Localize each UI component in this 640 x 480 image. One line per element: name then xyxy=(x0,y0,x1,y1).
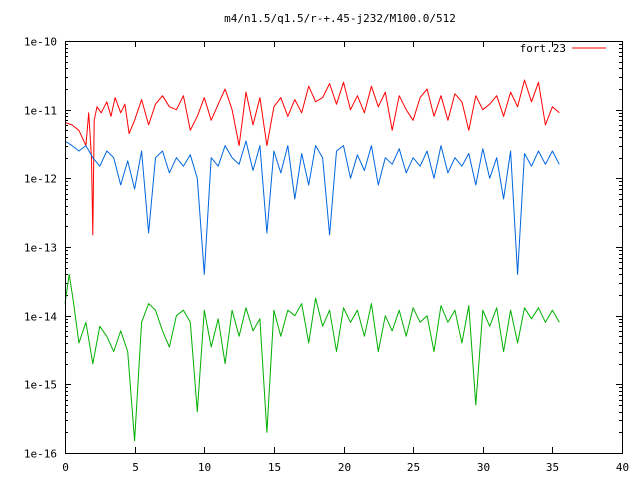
x-tick-label: 20 xyxy=(338,461,351,474)
x-tick-label: 25 xyxy=(407,461,420,474)
y-tick-label: 1e-12 xyxy=(24,173,57,186)
x-tick-label: 30 xyxy=(477,461,490,474)
x-tick-label: 5 xyxy=(132,461,139,474)
x-tick-label: 35 xyxy=(546,461,559,474)
chart-title: m4/n1.5/q1.5/r-+.45-j232/M100.0/512 xyxy=(224,12,456,25)
series-line-1 xyxy=(64,140,560,275)
legend-entry-label: fort.23 xyxy=(520,42,566,55)
y-tick-label: 1e-10 xyxy=(24,36,57,49)
series-line-0 xyxy=(64,79,560,236)
y-tick-label: 1e-16 xyxy=(24,448,57,461)
y-tick-label: 1e-14 xyxy=(24,311,57,324)
legend: fort.23 xyxy=(520,42,606,55)
series-layer xyxy=(64,79,560,442)
x-tick-label: 0 xyxy=(62,461,69,474)
series-line-2 xyxy=(64,273,560,442)
x-tick-label: 40 xyxy=(616,461,629,474)
x-tick-label: 15 xyxy=(268,461,281,474)
y-tick-label: 1e-11 xyxy=(24,105,57,118)
x-tick-label: 10 xyxy=(198,461,211,474)
y-tick-label: 1e-13 xyxy=(24,242,57,255)
plot-frame xyxy=(65,41,623,454)
y-tick-label: 1e-15 xyxy=(24,379,57,392)
